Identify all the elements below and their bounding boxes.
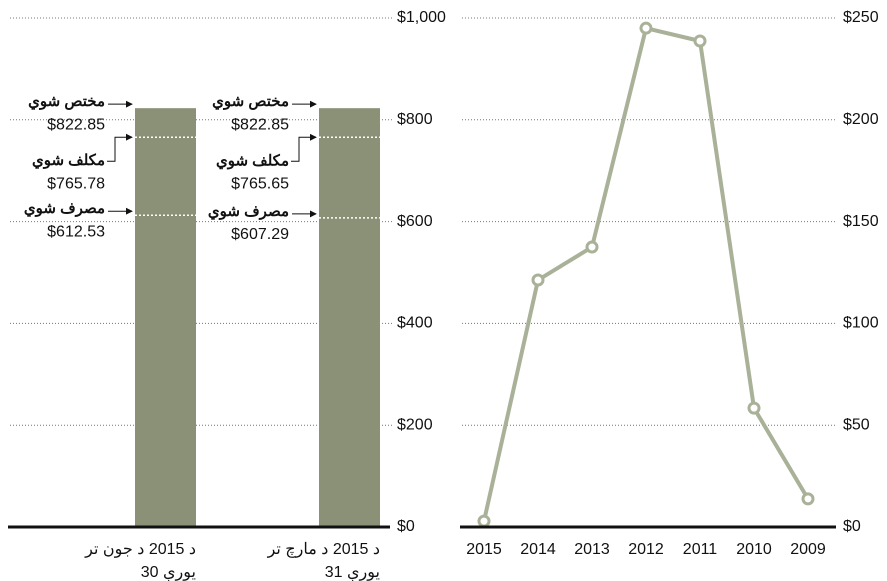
y-tick-label: $200 [843,111,879,128]
x-tick-label: 31 یورې [325,564,380,581]
point [477,514,491,528]
marker-name: مصرف شوي [24,200,105,218]
point [531,273,545,287]
y-tick-label: $50 [843,416,870,433]
marker-arrow [107,133,133,162]
y-tick-label: $200 [397,416,433,433]
x-tick-label: د 2015 د مارچ تر [267,541,380,558]
marker-value: $612.53 [47,223,105,240]
x-tick-label: 2015 [466,541,502,558]
marker-name: مختص شوي [28,93,105,111]
marker-name: مصرف شوي [208,203,289,221]
bar [319,108,380,528]
point [693,34,707,48]
y-tick-label: $600 [397,213,433,230]
y-tick-label: $0 [397,518,415,535]
marker-value: $822.85 [47,116,105,133]
y-tick-label: $250 [843,9,879,26]
x-tick-label: د 2015 د جون تر [84,541,196,558]
x-tick-label: 2012 [628,541,664,558]
x-tick-label: 2014 [520,541,556,558]
x-tick-label: 2011 [683,541,718,558]
marker-name: مکلف شوي [216,152,289,170]
x-tick-label: 2009 [790,541,826,558]
point [747,401,761,415]
x-tick-label: 2013 [574,541,610,558]
marker-name: مختص شوي [212,93,289,111]
y-tick-label: $100 [843,315,879,332]
y-tick-label: $800 [397,111,433,128]
marker-name: مکلف شوي [32,152,105,170]
point [585,240,599,254]
marker-value: $607.29 [231,226,289,243]
point [801,492,815,506]
y-tick-label: $150 [843,213,879,230]
x-tick-label: 2010 [736,541,772,558]
point [639,21,653,35]
y-tick-label: $400 [397,315,433,332]
y-tick-label: $1,000 [397,9,446,26]
marker-value: $822.85 [231,116,289,133]
x-tick-label: 30 یورې [141,564,196,581]
marker-arrow [291,133,317,162]
bar [135,108,196,528]
marker-value: $765.65 [231,176,289,193]
marker-value: $765.78 [47,175,105,192]
line [482,26,810,522]
y-tick-label: $0 [843,518,861,535]
